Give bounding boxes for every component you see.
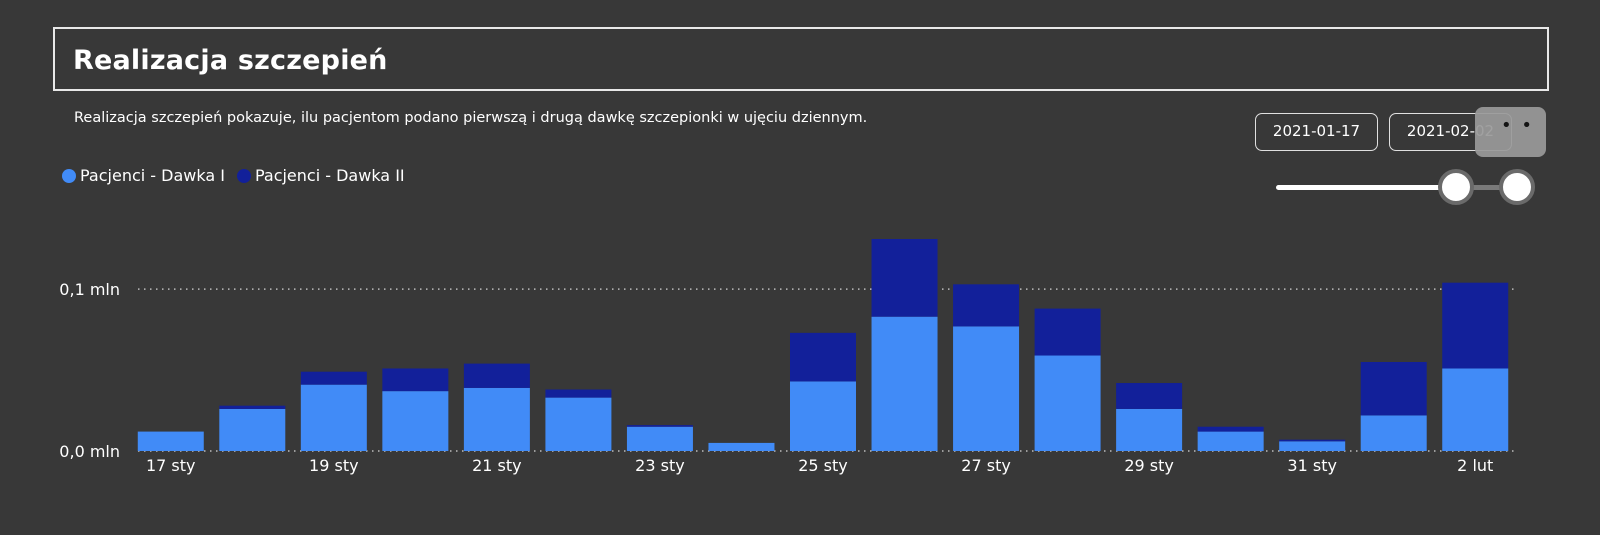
- bar-dose1-3: [382, 391, 449, 451]
- legend-label-dose1: Pacjenci - Dawka I: [80, 166, 225, 185]
- bar-dose2-14: [1279, 439, 1346, 442]
- legend-dot-dose2: [236, 168, 251, 183]
- more-options-button[interactable]: • •: [1475, 107, 1546, 157]
- bar-dose1-4: [463, 387, 530, 451]
- y-tick-label-1: 0,1 mln: [59, 280, 120, 299]
- bar-dose1-9: [871, 316, 938, 451]
- bar-dose2-12: [1116, 383, 1183, 409]
- bar-dose2-1: [219, 405, 286, 409]
- x-tick-label-6: 23 sty: [635, 456, 685, 475]
- bar-dose2-3: [382, 368, 449, 392]
- start-date-input[interactable]: 2021-01-17: [1255, 113, 1378, 151]
- date-slider-track[interactable]: [1446, 185, 1516, 190]
- date-slider-start-handle[interactable]: [1438, 169, 1474, 205]
- ellipsis-icon: • •: [1501, 115, 1534, 136]
- chart-description: Realizacja szczepień pokazuje, ilu pacje…: [74, 110, 868, 126]
- bar-dose2-8: [790, 332, 856, 382]
- bar-dose1-6: [626, 426, 693, 451]
- x-tick-label-10: 27 sty: [961, 456, 1011, 475]
- legend: Pacjenci - Dawka I Pacjenci - Dawka II: [62, 166, 417, 185]
- bar-dose2-5: [545, 389, 612, 398]
- legend-label-dose2: Pacjenci - Dawka II: [254, 166, 405, 185]
- legend-dot-dose1: [62, 168, 76, 183]
- legend-item-dose1[interactable]: Pacjenci - Dawka I: [62, 166, 225, 185]
- bar-dose1-8: [790, 381, 856, 451]
- bar-dose2-11: [1034, 308, 1101, 356]
- bar-dose2-10: [953, 284, 1020, 327]
- date-slider-track-selected[interactable]: [1276, 185, 1446, 190]
- bar-dose1-0: [137, 431, 204, 451]
- x-tick-label-4: 21 sty: [472, 456, 522, 475]
- bar-dose2-9: [871, 239, 938, 317]
- bar-dose2-6: [626, 425, 693, 427]
- bar-dose1-15: [1360, 415, 1427, 451]
- bar-dose1-12: [1116, 408, 1183, 451]
- bar-dose1-1: [219, 408, 286, 451]
- bar-dose2-4: [463, 363, 530, 388]
- bar-dose1-11: [1034, 355, 1101, 451]
- bar-dose2-13: [1197, 426, 1264, 432]
- x-tick-label-0: 17 sty: [146, 456, 196, 475]
- date-slider-end-handle[interactable]: [1499, 169, 1535, 205]
- x-tick-label-2: 19 sty: [309, 456, 359, 475]
- bar-dose1-5: [545, 397, 612, 451]
- bar-dose1-7: [708, 442, 775, 451]
- bar-dose1-10: [953, 326, 1020, 451]
- bar-dose1-2: [300, 384, 367, 451]
- x-tick-label-8: 25 sty: [798, 456, 848, 475]
- bar-dose2-2: [300, 371, 367, 385]
- bar-dose1-13: [1197, 431, 1264, 451]
- page-title: Realizacja szczepień: [73, 45, 388, 76]
- bar-dose1-16: [1442, 368, 1509, 451]
- x-tick-label-12: 29 sty: [1124, 456, 1174, 475]
- x-tick-label-16: 2 lut: [1457, 456, 1493, 475]
- x-tick-label-14: 31 sty: [1287, 456, 1337, 475]
- bar-dose1-14: [1279, 441, 1346, 451]
- bar-dose2-15: [1360, 361, 1427, 416]
- y-tick-label-0: 0,0 mln: [59, 442, 120, 461]
- legend-item-dose2[interactable]: Pacjenci - Dawka II: [236, 166, 405, 185]
- title-box: Realizacja szczepień: [53, 27, 1549, 91]
- bar-dose2-16: [1442, 282, 1509, 369]
